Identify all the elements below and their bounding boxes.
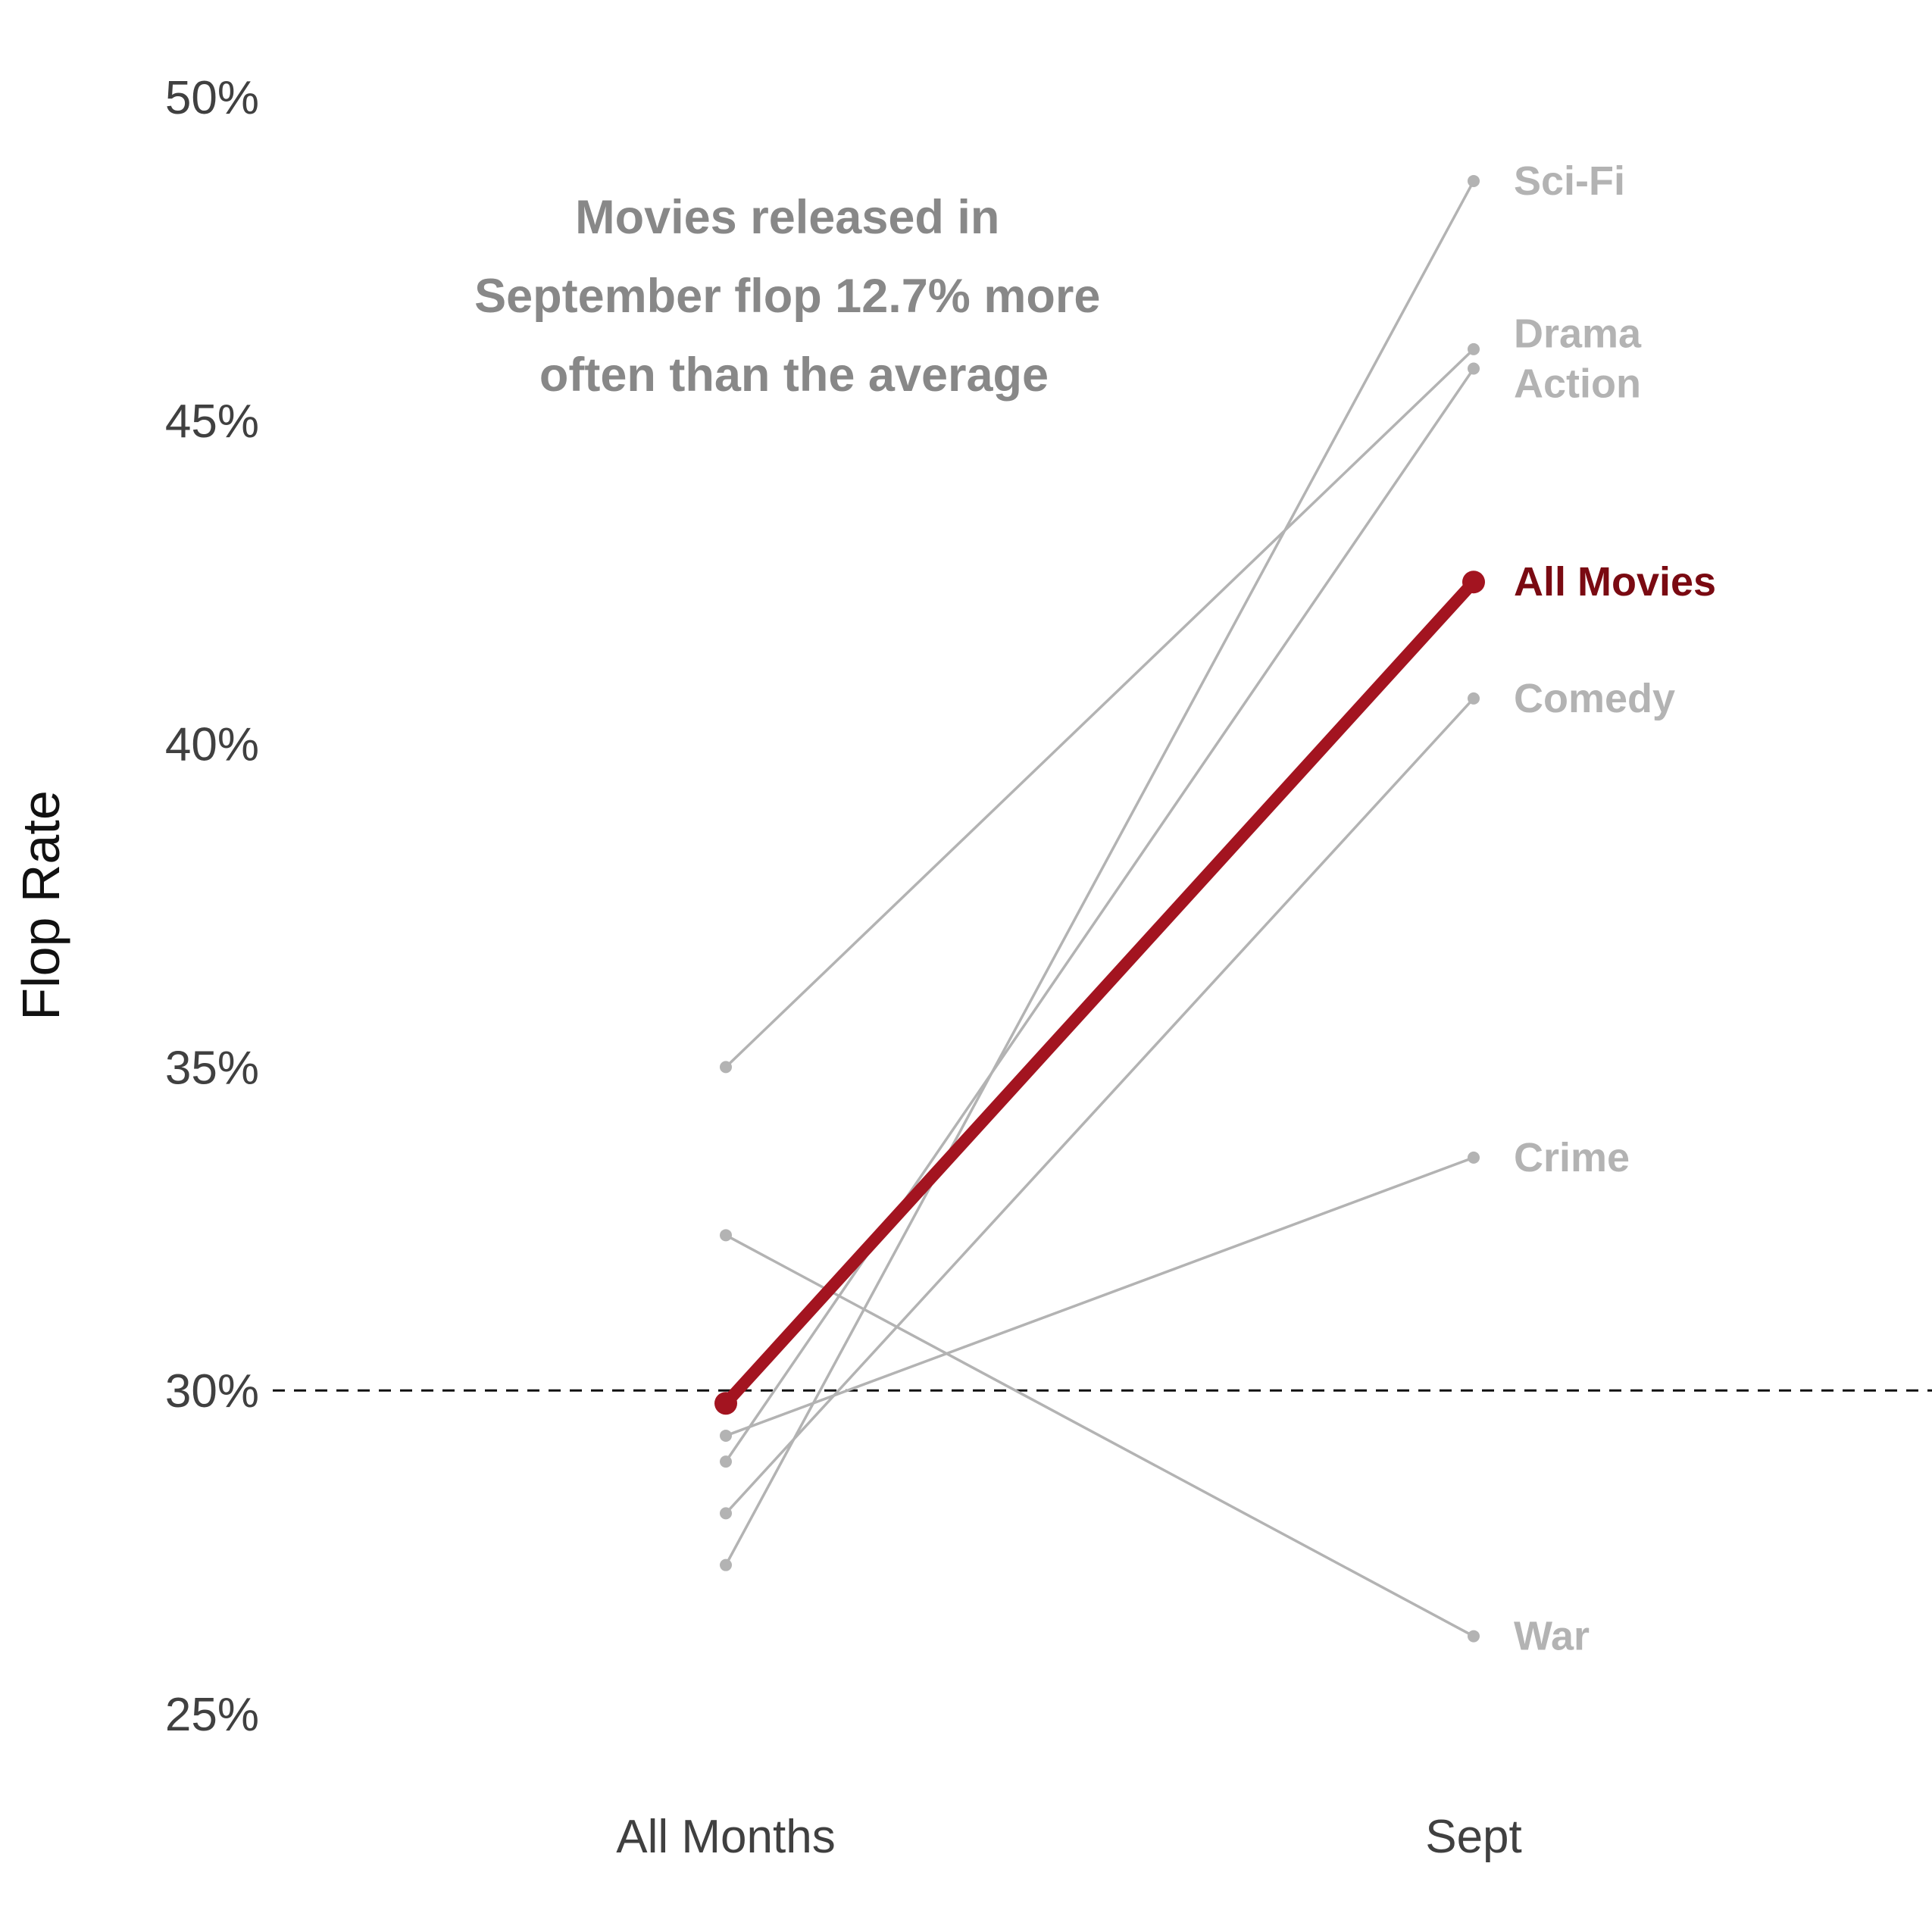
series-point-crime [1468, 1151, 1480, 1164]
series-label-drama: Drama [1514, 311, 1642, 357]
series-point-crime [720, 1429, 732, 1442]
y-axis-ticks: 25% 30% 35% 40% 45% 50% [165, 72, 259, 1741]
series-label-crime: Crime [1514, 1135, 1630, 1180]
series-label-sci-fi: Sci-Fi [1514, 158, 1625, 204]
series-line-action [724, 367, 1475, 1463]
y-tick-label: 30% [165, 1365, 259, 1418]
series-point-drama [1468, 342, 1480, 355]
y-tick-label: 45% [165, 395, 259, 448]
annotation-text: Movies released in September flop 12.7% … [474, 191, 1114, 402]
y-axis-title: Flop Rate [11, 790, 70, 1020]
x-tick-label: All Months [616, 1811, 835, 1863]
series-line-crime [724, 1156, 1475, 1437]
series-line-war [724, 1233, 1475, 1638]
series-label-action: Action [1514, 361, 1641, 407]
series-layer [714, 174, 1485, 1643]
series-point-all-movies [714, 1392, 737, 1415]
series-line-comedy [724, 697, 1475, 1515]
x-axis-ticks: All Months Sept [616, 1811, 1522, 1863]
annotation-line: often than the average [539, 349, 1049, 402]
y-tick-label: 25% [165, 1689, 259, 1741]
series-label-all-movies: All Movies [1514, 559, 1716, 605]
series-line-drama [724, 348, 1475, 1069]
series-label-comedy: Comedy [1514, 676, 1675, 721]
series-point-drama [720, 1061, 732, 1074]
series-label-war: War [1514, 1614, 1590, 1659]
series-point-comedy [1468, 692, 1480, 705]
annotation-line: September flop 12.7% more [474, 270, 1100, 323]
annotation-line: Movies released in [575, 191, 999, 244]
y-tick-label: 50% [165, 72, 259, 124]
series-point-action [720, 1455, 732, 1468]
series-point-action [1468, 362, 1480, 375]
series-point-sci-fi [720, 1558, 732, 1571]
y-tick-label: 40% [165, 719, 259, 771]
x-tick-label: Sept [1425, 1811, 1522, 1863]
series-point-war [1468, 1630, 1480, 1643]
series-point-war [720, 1229, 732, 1242]
series-point-sci-fi [1468, 174, 1480, 187]
series-line-sci-fi [724, 180, 1475, 1567]
y-tick-label: 35% [165, 1042, 259, 1094]
series-point-comedy [720, 1507, 732, 1520]
series-point-all-movies [1462, 571, 1485, 594]
series-line-all-movies [720, 576, 1480, 1410]
